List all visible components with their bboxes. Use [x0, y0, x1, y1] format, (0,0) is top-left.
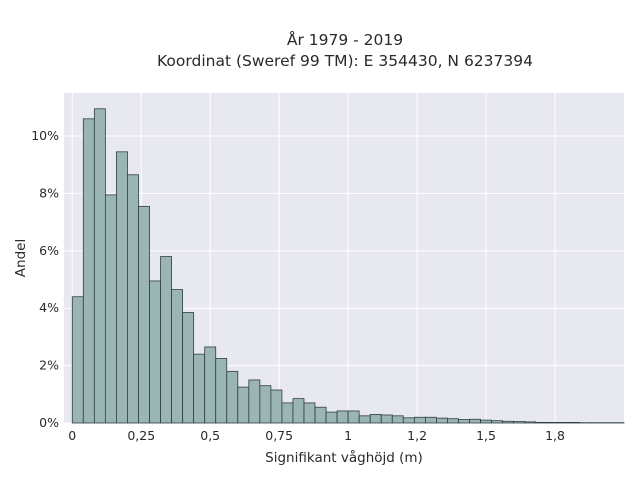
x-tick-label-5: 1,2: [407, 428, 427, 443]
histogram-bar-20: [292, 398, 305, 424]
histogram-bar-35: [458, 419, 470, 424]
y-axis-label: Andel: [13, 239, 29, 277]
histogram-bar-36: [469, 418, 481, 424]
x-tick-label-3: 0,75: [265, 428, 293, 443]
histogram-bar-5: [127, 174, 139, 424]
x-tick-label-4: 1: [344, 428, 352, 443]
histogram-bar-23: [325, 411, 338, 424]
y-axis-ticks: 0% 2% 4% 6% 8% 10%: [31, 128, 59, 430]
histogram-bar-18: [270, 389, 283, 424]
histogram-bar-37: [480, 419, 492, 424]
histogram-bar-22: [314, 406, 327, 424]
histogram-bar-4: [116, 151, 128, 424]
y-tick-label-5: 10%: [31, 128, 59, 143]
histogram-bar-31: [413, 416, 426, 424]
x-tick-label-2: 0,5: [200, 428, 220, 443]
histogram-bar-16: [248, 379, 261, 424]
histogram-bar-30: [402, 417, 415, 424]
histogram-bars: [71, 108, 625, 424]
histogram-bar-26: [358, 415, 371, 424]
histogram-bar-24: [336, 410, 349, 424]
histogram-bar-27: [369, 413, 382, 424]
histogram-bar-15: [237, 386, 250, 424]
histogram-bar-3: [104, 194, 117, 424]
histogram-bar-42: [535, 422, 548, 424]
y-tick-label-0: 0%: [39, 415, 59, 430]
y-tick-label-4: 8%: [39, 185, 59, 200]
histogram-bar-0: [71, 296, 84, 424]
histogram-bar-25: [347, 410, 360, 424]
y-tick-label-3: 6%: [39, 243, 59, 258]
histogram-bar-2: [93, 108, 106, 424]
x-tick-label-6: 1,5: [476, 428, 496, 443]
x-tick-label-1: 0,25: [127, 428, 155, 443]
histogram-bar-10: [182, 312, 195, 424]
chart-title-line-2: Koordinat (Sweref 99 TM): E 354430, N 62…: [157, 52, 533, 70]
histogram-bar-1: [82, 118, 95, 424]
x-tick-label-0: 0: [68, 428, 76, 443]
chart-title-line-1: År 1979 - 2019: [287, 30, 403, 49]
histogram-bar-45: [568, 422, 581, 424]
x-axis-label: Signifikant våghöjd (m): [265, 449, 423, 466]
histogram-bar-38: [491, 420, 504, 424]
y-tick-label-2: 4%: [39, 300, 59, 315]
x-tick-label-7: 1,8: [545, 428, 565, 443]
histogram-bar-40: [513, 421, 526, 424]
histogram-bar-41: [524, 421, 537, 424]
histogram-bar-6: [138, 205, 150, 424]
histogram-bar-13: [215, 358, 228, 424]
histogram-bar-17: [259, 385, 272, 424]
histogram-bar-29: [391, 415, 404, 424]
histogram-bar-21: [303, 402, 316, 424]
histogram-bar-34: [447, 418, 459, 424]
histogram-bar-44: [557, 422, 570, 424]
histogram-bar-32: [424, 416, 437, 424]
y-tick-label-1: 2%: [39, 358, 59, 373]
histogram-bar-8: [160, 256, 172, 424]
histogram-bar-11: [193, 353, 206, 424]
histogram-bar-14: [226, 370, 239, 424]
histogram-bar-43: [546, 422, 559, 424]
x-axis-ticks: 0 0,25 0,5 0,75 1 1,2 1,5 1,8: [68, 428, 565, 443]
histogram-bar-33: [436, 417, 448, 424]
histogram-bar-19: [281, 402, 294, 424]
histogram-bar-39: [502, 420, 515, 424]
histogram-bar-9: [171, 289, 184, 424]
histogram-bar-28: [380, 414, 393, 424]
histogram-bar-12: [204, 346, 217, 424]
histogram-bar-7: [149, 280, 161, 424]
